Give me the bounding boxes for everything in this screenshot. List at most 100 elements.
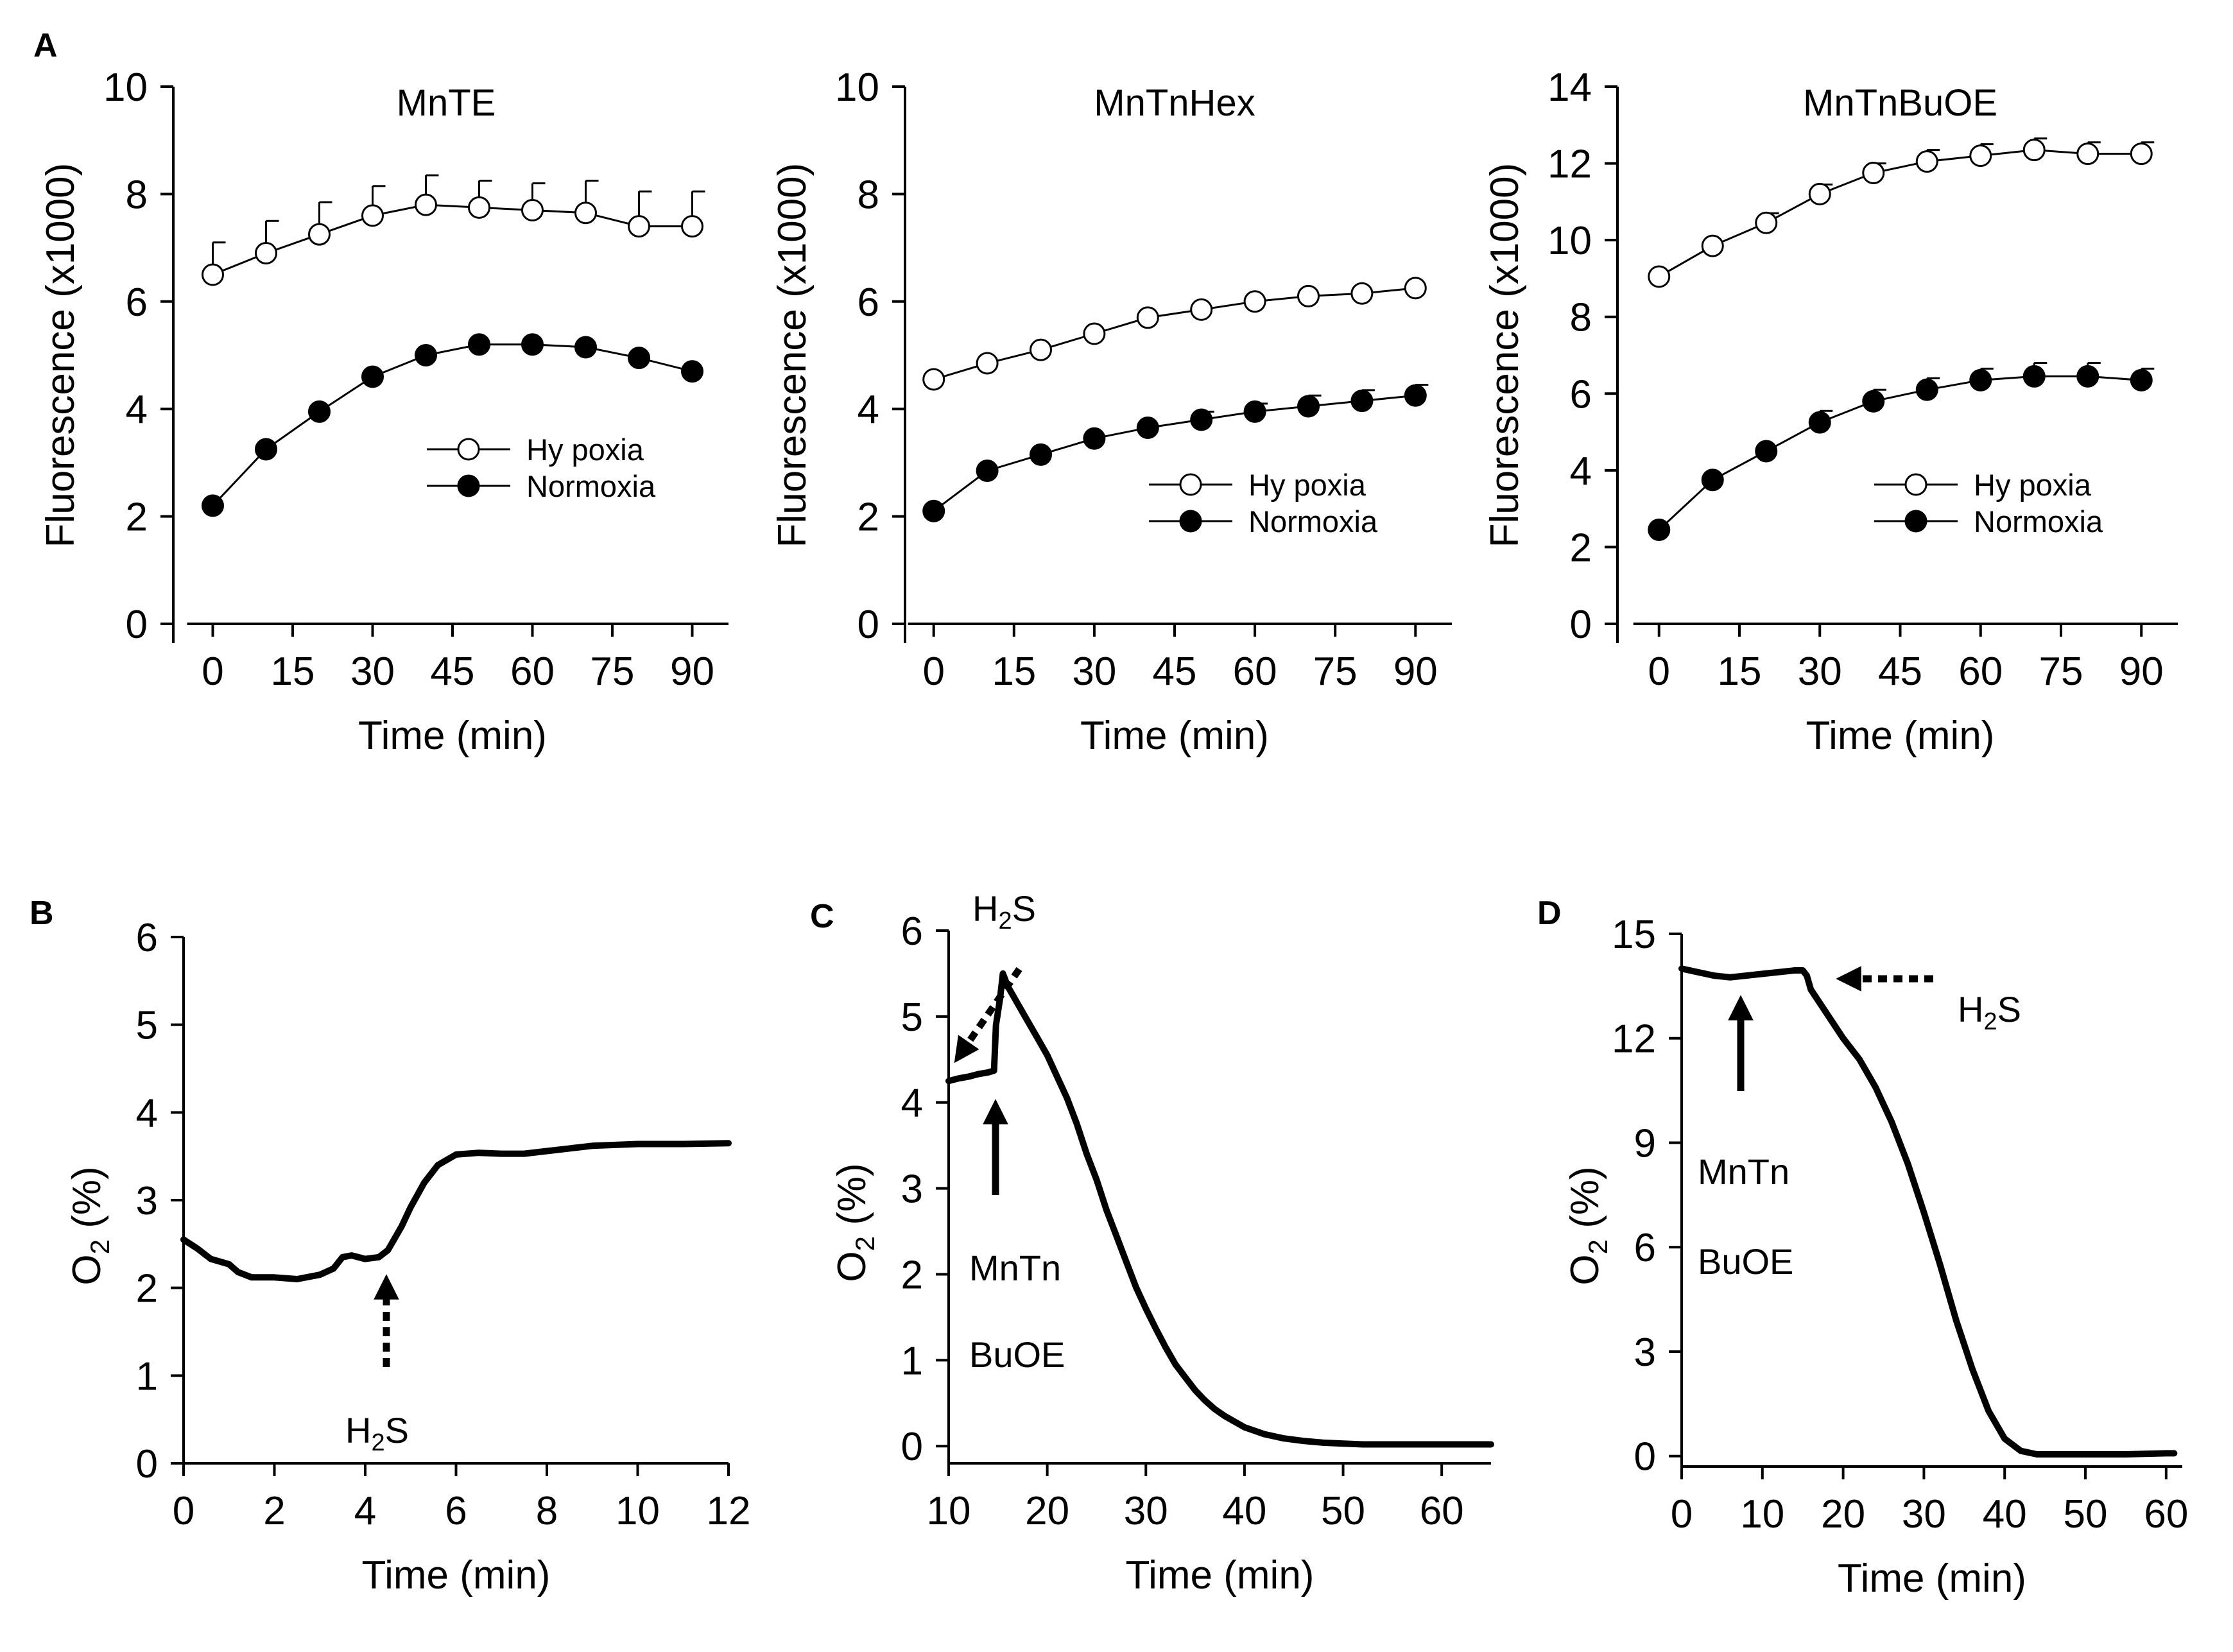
- series-line-hy-poxia: [1658, 149, 2142, 278]
- data-point-normoxia: [1915, 378, 1938, 401]
- y-tick-label: 6: [858, 280, 879, 325]
- chart-mntnbuoe: 0 2 4 6 8 10 12 14 0 15 30 45 60 75 90 Time (min) Fluore…: [1483, 65, 2178, 758]
- x-tick-label: 90: [2119, 650, 2164, 694]
- y-tick-label: 14: [1548, 65, 1592, 110]
- y-tick-label: 10: [1548, 219, 1592, 263]
- y-tick-label: 10: [835, 65, 879, 110]
- data-point-hypoxia: [1404, 277, 1427, 300]
- legend-marker: [457, 438, 480, 461]
- data-point-hypoxia: [1350, 282, 1374, 305]
- data-point-hypoxia: [2022, 139, 2046, 162]
- data-point-normoxia: [1350, 390, 1374, 413]
- chart-d-oxygen: 0 3 6 9 12 15 0 10 20 30 40 50 60 Time (min) O2 (%): [1563, 913, 2188, 1601]
- y-tick-label: 2: [1570, 526, 1592, 570]
- mntn-label-c: MnTn: [969, 1248, 1061, 1288]
- y-tick-label: 8: [858, 173, 879, 217]
- x-tick-label: 0: [173, 1489, 194, 1533]
- y-tick-label: 12: [1612, 1017, 1656, 1062]
- x-tick-label: 30: [1798, 650, 1842, 694]
- data-point-hypoxia: [468, 196, 490, 219]
- y-tick-label: 6: [1570, 372, 1592, 417]
- x-tick-label: 30: [1124, 1489, 1168, 1533]
- x-tick-label: 60: [510, 650, 555, 694]
- data-point-normoxia: [1755, 440, 1778, 463]
- y-tick-label: 2: [901, 1253, 923, 1297]
- x-tick-label: 30: [1072, 650, 1116, 694]
- x-tick-label: 45: [1153, 650, 1197, 694]
- annotation-d: H2S MnTn BuOE: [1698, 966, 2021, 1282]
- data-point-normoxia: [415, 344, 437, 366]
- series-line-normoxia: [933, 394, 1417, 512]
- data-point-normoxia: [976, 459, 999, 482]
- data-point-hypoxia: [1243, 290, 1266, 313]
- y-tick-label: 9: [1634, 1121, 1656, 1166]
- x-tick-label: 60: [1233, 650, 1277, 694]
- series-line-o2: [1678, 965, 2178, 1458]
- y-tick-label: 10: [103, 65, 148, 110]
- data-point-hypoxia: [255, 241, 277, 264]
- y-tick-label: 0: [136, 1442, 158, 1486]
- y-tick-label: 3: [901, 1167, 923, 1212]
- data-point-normoxia: [681, 360, 703, 383]
- x-tick-label: 4: [354, 1489, 376, 1533]
- data-point-hypoxia: [2130, 142, 2153, 166]
- y-axis-label: O2 (%): [1563, 1166, 1613, 1285]
- x-tick-label: 40: [1983, 1492, 2027, 1536]
- data-point-normoxia: [308, 400, 331, 423]
- y-tick-label: 5: [136, 1004, 158, 1048]
- annotation-b-h2s: H2S: [345, 1274, 409, 1456]
- panel-label-d: D: [1537, 895, 1562, 932]
- x-tick-label: 15: [992, 650, 1036, 694]
- legend-label: Normoxia: [1248, 504, 1378, 538]
- legend-label: Normoxia: [526, 469, 656, 503]
- x-tick-label: 10: [616, 1489, 660, 1533]
- x-tick-label: 0: [1648, 650, 1670, 694]
- x-tick-label: 15: [1718, 650, 1762, 694]
- data-point-normoxia: [202, 494, 224, 517]
- data-point-normoxia: [1701, 469, 1724, 492]
- x-tick-label: 60: [1958, 650, 2003, 694]
- data-point-hypoxia: [1648, 265, 1671, 288]
- y-tick-label: 6: [136, 916, 158, 960]
- legend-label: Hy poxia: [1974, 468, 2092, 502]
- data-point-normoxia: [1862, 390, 1885, 413]
- data-point-normoxia: [1648, 519, 1671, 542]
- data-point-hypoxia: [1030, 338, 1052, 361]
- y-axis-label: Fluorescence (x1000): [1483, 163, 1527, 548]
- data-point-normoxia: [574, 336, 597, 359]
- data-point-hypoxia: [415, 193, 437, 216]
- data-point-hypoxia: [1701, 234, 1724, 257]
- y-tick-label: 0: [901, 1425, 923, 1469]
- x-tick-label: 10: [1740, 1492, 1784, 1536]
- x-axis-label: Time (min): [1838, 1556, 2026, 1601]
- data-point-hypoxia: [681, 215, 703, 238]
- mntn-label-d: MnTn: [1698, 1151, 1789, 1192]
- x-tick-label: 40: [1222, 1489, 1266, 1533]
- y-tick-label: 15: [1612, 913, 1656, 957]
- y-axis-label: Fluorescence (x1000): [39, 163, 83, 548]
- x-tick-label: 75: [591, 650, 635, 694]
- y-tick-label: 12: [1548, 142, 1592, 187]
- legend-marker: [1904, 473, 1927, 496]
- x-tick-label: 75: [1313, 650, 1358, 694]
- legend-marker: [1904, 510, 1927, 533]
- data-point-normoxia: [1297, 395, 1320, 418]
- y-tick-label: 5: [901, 995, 923, 1040]
- data-point-normoxia: [1190, 408, 1213, 431]
- panel-label-c: C: [810, 898, 834, 935]
- y-tick-label: 3: [1634, 1330, 1656, 1375]
- y-tick-label: 2: [136, 1267, 158, 1311]
- x-tick-label: 90: [1393, 650, 1438, 694]
- x-axis-label: Time (min): [358, 714, 547, 758]
- data-point-normoxia: [521, 333, 544, 356]
- x-axis-label: Time (min): [1806, 714, 1995, 758]
- data-point-hypoxia: [574, 202, 597, 225]
- legend-label: Hy poxia: [1248, 468, 1367, 502]
- legend-label: Normoxia: [1974, 504, 2103, 538]
- x-tick-label: 10: [927, 1489, 971, 1533]
- series-line-normoxia: [1658, 375, 2142, 531]
- x-tick-label: 50: [2064, 1492, 2108, 1536]
- annotation-c: H2S MnTn BuOE: [954, 888, 1065, 1375]
- x-tick-label: 30: [1902, 1492, 1946, 1536]
